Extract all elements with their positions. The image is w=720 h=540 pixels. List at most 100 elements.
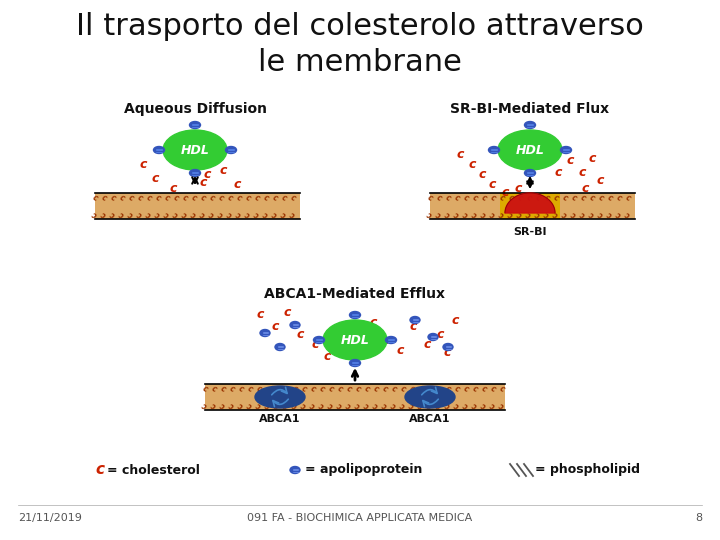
Text: SR-BI: SR-BI — [513, 227, 546, 237]
Text: c: c — [253, 193, 261, 203]
Text: c: c — [453, 193, 462, 203]
Text: c: c — [408, 384, 416, 394]
Text: c: c — [318, 400, 326, 410]
Ellipse shape — [290, 467, 300, 474]
Text: c: c — [507, 193, 516, 203]
Text: c: c — [273, 400, 282, 410]
Text: c: c — [354, 384, 362, 394]
Text: c: c — [181, 193, 189, 203]
Bar — [430, 193, 635, 219]
Text: c: c — [435, 209, 444, 219]
Text: c: c — [271, 193, 279, 203]
Text: c: c — [516, 193, 524, 203]
Text: c: c — [489, 384, 498, 394]
Text: c: c — [456, 148, 464, 161]
Ellipse shape — [488, 146, 500, 153]
Ellipse shape — [260, 329, 270, 336]
Text: c: c — [444, 400, 452, 410]
Ellipse shape — [428, 334, 438, 341]
Text: c: c — [100, 193, 108, 203]
Text: c: c — [525, 209, 534, 219]
Text: c: c — [408, 400, 416, 410]
Ellipse shape — [349, 360, 361, 367]
Text: 8: 8 — [695, 513, 702, 523]
Ellipse shape — [410, 316, 420, 323]
Text: c: c — [462, 193, 470, 203]
Text: HDL: HDL — [181, 144, 210, 157]
Text: c: c — [273, 384, 282, 394]
Text: c: c — [280, 193, 288, 203]
Text: c: c — [237, 384, 246, 394]
Text: c: c — [498, 193, 506, 203]
Text: c: c — [409, 321, 417, 334]
Text: le membrane: le membrane — [258, 48, 462, 77]
Text: c: c — [271, 321, 279, 334]
Text: c: c — [399, 400, 408, 410]
Text: c: c — [172, 209, 180, 219]
Text: c: c — [516, 209, 524, 219]
Text: c: c — [382, 334, 389, 347]
Text: c: c — [426, 384, 434, 394]
Text: c: c — [489, 209, 498, 219]
Text: c: c — [507, 209, 516, 219]
Text: c: c — [309, 384, 318, 394]
Text: c: c — [283, 307, 291, 320]
Text: c: c — [217, 209, 225, 219]
Text: c: c — [525, 193, 534, 203]
Text: c: c — [219, 400, 228, 410]
Ellipse shape — [275, 343, 285, 350]
Text: c: c — [262, 209, 270, 219]
Text: c: c — [280, 209, 288, 219]
Text: c: c — [567, 153, 574, 166]
Ellipse shape — [349, 312, 361, 319]
Text: c: c — [208, 193, 216, 203]
Text: c: c — [154, 209, 162, 219]
Text: c: c — [169, 181, 176, 194]
Text: c: c — [480, 193, 488, 203]
Text: c: c — [534, 193, 542, 203]
Text: c: c — [462, 400, 470, 410]
Text: c: c — [127, 209, 135, 219]
Text: c: c — [444, 209, 452, 219]
Text: c: c — [201, 384, 210, 394]
Text: c: c — [606, 193, 614, 203]
Ellipse shape — [498, 130, 562, 170]
Text: c: c — [534, 209, 542, 219]
Text: c: c — [256, 308, 264, 321]
Text: c: c — [210, 384, 218, 394]
Text: c: c — [514, 181, 522, 194]
Text: c: c — [207, 152, 214, 165]
Text: c: c — [597, 209, 606, 219]
Ellipse shape — [290, 321, 300, 328]
Text: HDL: HDL — [341, 334, 369, 347]
Text: c: c — [172, 193, 180, 203]
Text: c: c — [543, 193, 552, 203]
Text: c: c — [471, 209, 480, 219]
Text: c: c — [381, 384, 390, 394]
Bar — [500, 193, 560, 219]
Bar — [205, 384, 505, 410]
Text: c: c — [95, 462, 104, 477]
Text: c: c — [233, 179, 240, 192]
Text: c: c — [579, 209, 588, 219]
Ellipse shape — [225, 146, 236, 153]
Text: c: c — [396, 343, 404, 356]
Text: c: c — [436, 328, 444, 341]
Text: c: c — [578, 165, 585, 179]
Text: c: c — [363, 400, 372, 410]
Text: c: c — [145, 193, 153, 203]
Text: c: c — [244, 209, 252, 219]
Text: c: c — [462, 209, 470, 219]
Text: c: c — [489, 193, 498, 203]
Text: ABCA1-Mediated Efflux: ABCA1-Mediated Efflux — [264, 287, 446, 301]
Text: Aqueous Diffusion: Aqueous Diffusion — [124, 102, 266, 116]
Text: 091 FA - BIOCHIMICA APPLICATA MEDICA: 091 FA - BIOCHIMICA APPLICATA MEDICA — [248, 513, 472, 523]
Text: c: c — [336, 384, 344, 394]
Text: c: c — [498, 400, 506, 410]
Text: c: c — [390, 384, 398, 394]
Text: c: c — [311, 339, 319, 352]
Text: c: c — [127, 193, 135, 203]
Text: c: c — [327, 384, 336, 394]
Text: c: c — [244, 193, 252, 203]
Text: c: c — [615, 209, 624, 219]
